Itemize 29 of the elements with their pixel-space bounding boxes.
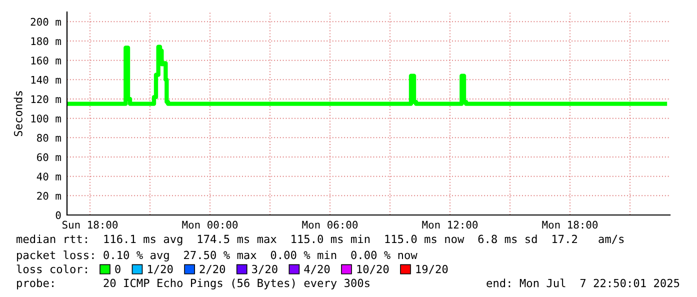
text: probe: 20 ICMP Echo Pings (56 Bytes) every 300s	[17, 278, 370, 290]
x-tick-label: Mon 00:00	[182, 220, 238, 229]
y-tick-label: 20 m	[37, 192, 61, 200]
legend-label: 3/20	[252, 264, 278, 274]
text: packet loss: 0.10 % avg 27.50 % max 0.00 % min 0.00 % now	[17, 250, 418, 262]
x-tick-label: Mon 06:00	[302, 220, 358, 229]
y-tick-label: 40 m	[36, 172, 61, 180]
x-tick-label: Mon 12:00	[422, 220, 478, 229]
y-axis-title: Seconds	[14, 91, 22, 136]
legend-label: 2/20	[200, 264, 226, 274]
x-tick-label: Mon 18:00	[542, 220, 598, 229]
legend-label: 19/20	[416, 264, 448, 274]
legend-label: 1/20	[148, 264, 173, 274]
legend-label: 10/20	[357, 264, 389, 274]
y-tick-label: 180 m	[31, 37, 61, 46]
y-tick-label: 80 m	[37, 134, 61, 142]
legend-label: 0	[115, 264, 120, 274]
y-tick-label: 0	[56, 211, 61, 220]
x-tick-label: Sun 18:00	[62, 220, 118, 229]
y-tick-label: 140 m	[31, 76, 61, 84]
legend-label: 4/20	[304, 264, 330, 274]
y-tick-label: 120 m	[31, 95, 61, 104]
y-tick-label: 200 m	[30, 18, 61, 26]
y-tick-label: 160 m	[31, 56, 61, 64]
text: end: Mon Jul 7 22:50:01 2025	[486, 278, 680, 288]
text: median rtt: 116.1 ms avg 174.5 ms max 115.0 ms min 115.0 ms now 6.8 ms sd 17.2 am/s	[16, 234, 624, 246]
y-tick-label: 100 m	[31, 114, 61, 122]
legend-title: loss color:	[16, 264, 87, 274]
y-tick-label: 60 m	[37, 153, 61, 162]
